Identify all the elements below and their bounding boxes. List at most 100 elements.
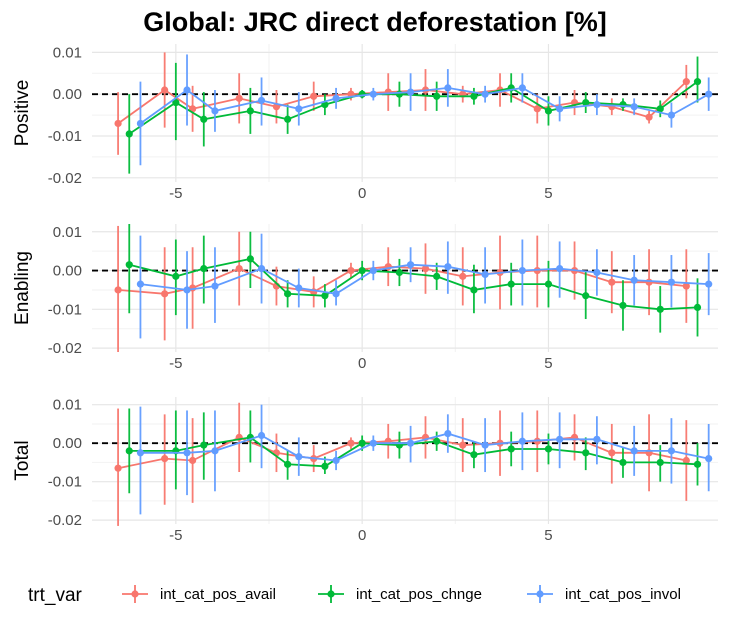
data-point <box>470 451 478 459</box>
data-point <box>682 456 690 465</box>
y-tick-label: -0.02 <box>48 512 82 529</box>
x-tick-label: -5 <box>169 355 182 372</box>
data-point <box>518 84 526 92</box>
data-point <box>183 286 191 294</box>
data-point <box>211 282 219 290</box>
data-point <box>593 101 601 109</box>
x-tick-label: 5 <box>544 355 552 372</box>
data-point <box>395 268 404 277</box>
data-point <box>593 435 601 443</box>
data-point <box>136 280 145 288</box>
data-point <box>246 255 254 263</box>
x-tick-label: 5 <box>544 185 552 202</box>
data-point <box>556 435 564 443</box>
data-point <box>200 441 208 449</box>
data-point <box>645 278 653 286</box>
data-point <box>470 92 478 100</box>
data-point <box>136 119 145 128</box>
data-point <box>433 272 441 280</box>
legend-title: trt_var <box>28 585 83 606</box>
series-int_cat_pos_invol <box>136 233 713 339</box>
data-point <box>630 103 638 111</box>
data-point <box>705 90 713 98</box>
data-point <box>211 447 219 455</box>
data-point <box>295 105 303 113</box>
legend-key-point <box>327 590 335 598</box>
x-tick-label: 0 <box>358 185 366 202</box>
data-point <box>544 280 553 288</box>
legend-item-int_cat_pos_invol: int_cat_pos_invol <box>527 585 681 603</box>
data-point <box>172 98 180 107</box>
series-line <box>129 436 698 468</box>
data-point <box>630 447 638 455</box>
legend-label: int_cat_pos_invol <box>565 586 681 603</box>
data-point <box>544 107 553 115</box>
data-point <box>705 280 713 288</box>
data-point <box>332 94 340 102</box>
data-point <box>630 276 638 284</box>
data-point <box>667 111 676 119</box>
data-point <box>125 261 133 269</box>
series-line <box>129 257 698 311</box>
data-point <box>406 261 415 269</box>
data-point <box>608 449 616 457</box>
y-tick-label: -0.01 <box>48 301 82 318</box>
data-point <box>321 462 329 470</box>
data-point <box>284 115 292 123</box>
data-point <box>481 441 489 449</box>
facet-panel-enabling: 0.01 0.00 -0.01 -0.02 -5 0 5 Enabling <box>12 224 718 372</box>
data-point <box>433 437 441 445</box>
facet-panel-positive: 0.01 0.00 -0.01 -0.02 -5 0 5 Positive <box>12 44 718 202</box>
data-point <box>693 78 702 86</box>
data-point <box>444 84 452 92</box>
data-point <box>332 290 340 298</box>
y-tick-label: 0.01 <box>53 397 82 414</box>
legend-label: int_cat_pos_chnge <box>356 586 482 603</box>
data-point <box>682 78 690 86</box>
data-point <box>656 105 664 113</box>
data-point <box>406 439 415 447</box>
data-point <box>125 130 133 138</box>
data-point <box>369 439 377 447</box>
data-point <box>257 96 266 105</box>
data-point <box>257 265 266 273</box>
y-tick-label: -0.02 <box>48 340 82 357</box>
data-point <box>619 301 627 310</box>
x-tick-label: 0 <box>358 355 366 372</box>
data-point <box>582 449 590 457</box>
data-point <box>507 280 515 288</box>
data-point <box>433 92 441 100</box>
data-point <box>114 286 122 294</box>
data-point <box>114 464 122 472</box>
data-point <box>582 292 590 300</box>
data-point <box>189 456 197 465</box>
series-line <box>140 432 709 462</box>
series-line <box>139 86 710 125</box>
data-point <box>693 460 702 468</box>
x-tick-label: 5 <box>544 527 552 544</box>
data-point <box>481 90 489 98</box>
data-point <box>358 266 366 275</box>
data-point <box>619 101 627 109</box>
y-tick-label: -0.02 <box>48 170 82 187</box>
data-point <box>161 454 169 463</box>
data-point <box>593 268 601 277</box>
data-point <box>406 88 415 96</box>
series-int_cat_pos_invol <box>136 54 713 166</box>
data-point <box>347 266 355 275</box>
y-tick-label: 0.01 <box>53 224 82 241</box>
legend-key-point <box>536 590 544 598</box>
y-tick-label: 0.00 <box>53 86 82 103</box>
legend-item-int_cat_pos_avail: int_cat_pos_avail <box>122 585 276 603</box>
data-point <box>235 94 243 102</box>
series-line <box>118 265 687 295</box>
data-point <box>556 105 564 113</box>
series-int_cat_pos_invol <box>136 404 713 515</box>
y-tick-label: -0.01 <box>48 474 82 491</box>
data-point <box>518 266 526 275</box>
data-point <box>358 439 366 447</box>
data-point <box>544 445 553 453</box>
data-point <box>444 263 452 271</box>
data-point <box>172 272 180 280</box>
